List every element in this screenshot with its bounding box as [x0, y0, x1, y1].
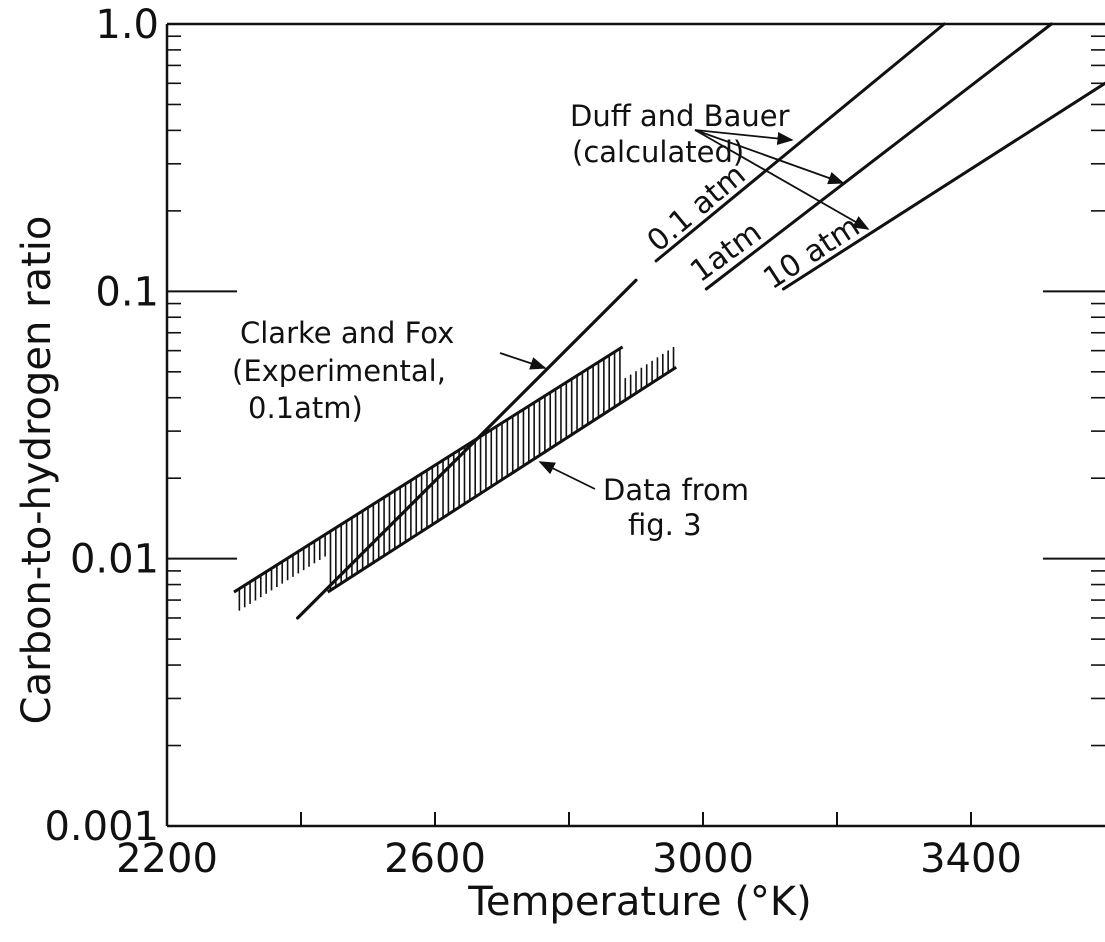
plot-frame	[165, 22, 1105, 828]
x-tick-label: 2200	[116, 836, 218, 882]
y-axis-title: Carbon-to-hydrogen ratio	[14, 216, 60, 725]
arrow-duff-bauer-2	[694, 129, 845, 185]
arrow-duff-bauer-1	[694, 129, 794, 145]
duff-bauer-sublabel: (calculated)	[572, 135, 744, 169]
series-line-2	[704, 22, 1053, 291]
series-line-3	[781, 81, 1105, 291]
band-upper-edge	[233, 345, 624, 594]
annotation-arrows	[499, 129, 870, 490]
series-lines	[296, 22, 1105, 620]
x-tick-label: 3400	[920, 836, 1022, 882]
series-line-0	[296, 278, 638, 620]
arrow-duff-bauer-3	[694, 129, 870, 230]
series-line-1	[654, 22, 946, 263]
arrow-data-fig	[538, 461, 596, 490]
y-tick-label: 0.1	[95, 269, 159, 315]
clarke-fox-pressure: 0.1atm)	[248, 391, 363, 425]
x-axis-title: Temperature (°K)	[467, 879, 812, 925]
arrow-clarke-fox	[499, 352, 547, 370]
y-tick-label: 1.0	[95, 2, 159, 48]
axis-ticks: 0.001 0.01 0.1 1.0 2200 2600 3000 3400	[44, 2, 1105, 882]
curve-label-10-atm: 10 atm	[757, 209, 866, 297]
clarke-fox-sublabel: (Experimental,	[232, 354, 446, 388]
data-band	[233, 345, 678, 611]
duff-bauer-label: Duff and Bauer	[570, 99, 790, 133]
data-fig-label: Data from	[603, 473, 749, 507]
clarke-fox-label: Clarke and Fox	[240, 316, 454, 350]
x-tick-label: 3000	[652, 836, 754, 882]
y-tick-label: 0.01	[70, 537, 159, 583]
data-fig-sublabel: fig. 3	[628, 508, 702, 542]
x-tick-label: 2600	[384, 836, 486, 882]
y-tick-label: 0.001	[44, 804, 159, 850]
